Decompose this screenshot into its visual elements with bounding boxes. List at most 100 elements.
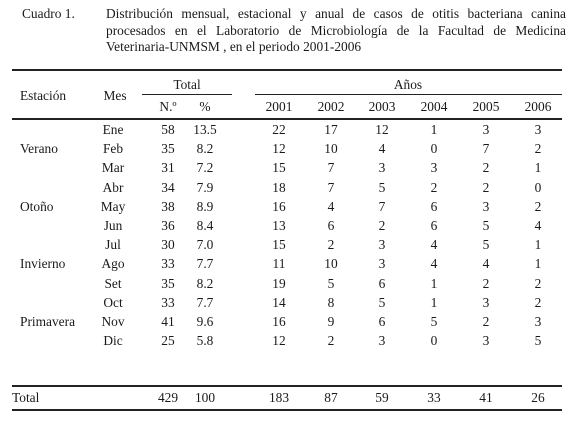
row-month: Dic (103, 333, 123, 349)
row-n: 35 (161, 141, 175, 157)
row-n: 41 (161, 314, 175, 329)
row-year-value: 4 (430, 237, 438, 253)
row-pct: 9.6 (196, 314, 214, 329)
header-mes: Mes (103, 88, 127, 103)
row-year-value: 18 (272, 179, 286, 195)
header-year-2003: 2003 (368, 99, 396, 114)
row-n: 33 (161, 294, 175, 310)
row-year-value: 3 (482, 294, 490, 310)
row-pct: 7.9 (196, 179, 214, 195)
total-year-value: 87 (324, 390, 338, 405)
row-year-value: 2 (534, 141, 542, 157)
row-pct: 7.2 (196, 160, 214, 176)
row-year-value: 1 (534, 237, 542, 253)
anos-subrule (255, 94, 562, 95)
row-month: Oct (103, 294, 123, 310)
row-year-value: 12 (272, 141, 286, 157)
header-year-2001: 2001 (265, 99, 293, 114)
row-n: 25 (161, 333, 175, 349)
header-anos: Años (393, 77, 423, 92)
row-pct: 7.7 (196, 294, 214, 310)
row-year-value: 3 (430, 160, 438, 176)
top-rule (12, 69, 562, 71)
row-month: Nov (101, 314, 125, 329)
row-year-value: 1 (430, 294, 438, 310)
row-year-value: 2 (482, 179, 490, 195)
header-estacion: Estación (20, 88, 67, 103)
row-year-value: 2 (327, 333, 335, 349)
row-year-value: 2 (378, 218, 386, 233)
header-year-2004: 2004 (420, 99, 448, 114)
row-month: Feb (102, 141, 124, 157)
row-year-value: 19 (272, 275, 286, 291)
row-season: Otoño (20, 198, 54, 214)
row-year-value: 2 (534, 294, 542, 310)
row-n: 58 (161, 122, 175, 137)
row-year-value: 5 (378, 179, 386, 195)
row-year-value: 4 (327, 198, 335, 214)
row-year-value: 4 (430, 256, 438, 272)
row-pct: 13.5 (193, 122, 217, 137)
header-total: Total (173, 77, 201, 92)
row-year-value: 17 (324, 122, 338, 137)
row-n: 31 (161, 160, 175, 176)
row-year-value: 2 (534, 198, 542, 214)
caption-label: Cuadro 1. (22, 6, 75, 21)
row-pct: 8.4 (196, 218, 214, 233)
row-year-value: 3 (534, 314, 542, 329)
header-n: N.º (159, 99, 177, 114)
row-n: 35 (161, 275, 175, 291)
row-month: Ene (102, 122, 124, 137)
total-top-rule (12, 385, 562, 387)
row-year-value: 6 (430, 198, 438, 214)
row-year-value: 4 (378, 141, 386, 157)
row-year-value: 3 (378, 237, 386, 253)
row-month: Ago (101, 256, 125, 272)
total-pct: 100 (194, 390, 216, 405)
row-n: 36 (161, 218, 175, 233)
row-year-value: 7 (327, 160, 335, 176)
row-year-value: 15 (272, 160, 286, 176)
row-year-value: 13 (272, 218, 286, 233)
row-year-value: 11 (272, 256, 286, 272)
row-year-value: 2 (482, 275, 490, 291)
header-year-2002: 2002 (317, 99, 345, 114)
row-n: 30 (161, 237, 175, 253)
row-year-value: 10 (324, 141, 338, 157)
row-year-value: 2 (482, 314, 490, 329)
row-year-value: 10 (324, 256, 338, 272)
row-year-value: 15 (272, 237, 286, 253)
row-year-value: 16 (272, 198, 286, 214)
row-year-value: 1 (534, 160, 542, 176)
row-year-value: 5 (327, 275, 335, 291)
row-year-value: 1 (430, 275, 438, 291)
row-n: 38 (161, 198, 175, 214)
row-year-value: 6 (327, 218, 335, 233)
row-year-value: 3 (482, 333, 490, 349)
row-year-value: 6 (430, 218, 438, 233)
row-pct: 8.2 (196, 141, 214, 157)
row-year-value: 2 (534, 275, 542, 291)
row-season: Invierno (20, 256, 66, 272)
row-year-value: 4 (482, 256, 490, 272)
row-year-value: 0 (534, 179, 542, 195)
row-n: 34 (161, 179, 175, 195)
row-year-value: 12 (272, 333, 286, 349)
total-year-value: 183 (268, 390, 290, 405)
row-pct: 7.0 (196, 237, 214, 253)
header-year-2006: 2006 (524, 99, 552, 114)
header-pct: % (199, 99, 211, 114)
row-year-value: 3 (378, 333, 386, 349)
row-month: Jun (103, 218, 123, 233)
row-month: Jul (105, 237, 121, 253)
row-year-value: 5 (378, 294, 386, 310)
row-year-value: 1 (534, 256, 542, 272)
row-year-value: 5 (482, 218, 490, 233)
row-year-value: 3 (378, 160, 386, 176)
total-year-value: 41 (479, 390, 493, 405)
row-pct: 7.7 (196, 256, 214, 272)
row-year-value: 3 (482, 122, 490, 137)
total-year-value: 59 (375, 390, 389, 405)
header-year-2005: 2005 (472, 99, 500, 114)
row-year-value: 2 (327, 237, 335, 253)
